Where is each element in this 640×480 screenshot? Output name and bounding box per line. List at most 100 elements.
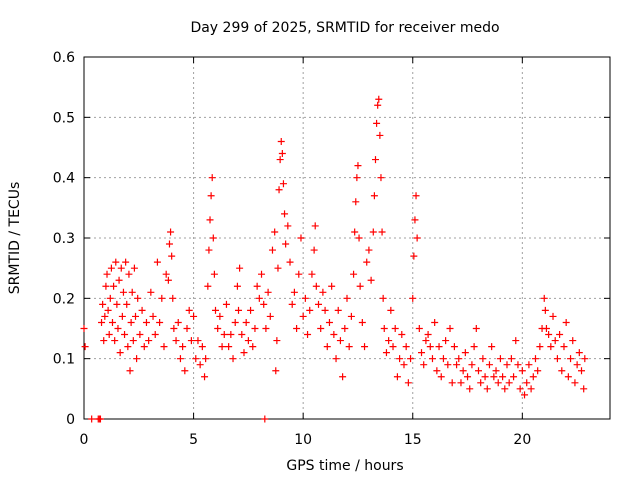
data-point xyxy=(575,349,583,357)
data-point xyxy=(216,312,224,320)
data-point xyxy=(181,367,189,375)
data-point xyxy=(564,373,572,381)
data-point xyxy=(222,300,230,308)
data-point xyxy=(363,258,371,266)
data-point xyxy=(481,373,489,381)
data-point xyxy=(558,367,566,375)
data-point xyxy=(127,318,135,326)
data-point xyxy=(274,264,282,272)
data-point xyxy=(271,228,279,236)
data-point xyxy=(179,343,187,351)
data-point xyxy=(210,270,218,278)
data-point xyxy=(529,373,537,381)
data-point xyxy=(156,318,164,326)
data-point xyxy=(545,331,553,339)
data-point xyxy=(374,101,382,109)
data-point xyxy=(145,337,153,345)
data-point xyxy=(80,325,88,332)
data-point xyxy=(123,300,131,308)
data-point xyxy=(350,270,358,278)
data-point xyxy=(477,379,485,387)
data-point xyxy=(475,367,482,375)
data-point xyxy=(541,306,549,314)
data-point xyxy=(437,373,445,381)
data-point xyxy=(235,306,243,314)
data-point xyxy=(124,343,132,351)
data-point xyxy=(356,282,364,290)
data-point xyxy=(424,331,432,339)
data-point xyxy=(151,331,159,339)
data-point xyxy=(290,288,298,296)
data-point xyxy=(132,312,140,320)
data-point xyxy=(385,337,393,345)
data-point xyxy=(160,343,168,351)
data-point xyxy=(172,337,180,345)
data-point xyxy=(379,294,387,302)
y-tick-label: 0.2 xyxy=(53,291,75,307)
data-point xyxy=(369,228,377,236)
data-point xyxy=(370,192,378,200)
data-point xyxy=(122,258,130,266)
data-point xyxy=(488,343,496,351)
data-point xyxy=(255,294,263,302)
data-point xyxy=(540,294,548,302)
data-point xyxy=(485,361,493,369)
data-point xyxy=(351,228,359,236)
data-point xyxy=(229,355,237,363)
data-point xyxy=(380,325,388,332)
data-point xyxy=(297,234,305,242)
data-point xyxy=(549,312,557,320)
data-point xyxy=(547,343,555,351)
data-point xyxy=(227,331,235,339)
data-point xyxy=(104,306,112,314)
data-point xyxy=(505,379,513,387)
data-point xyxy=(301,294,309,302)
data-point xyxy=(371,156,379,164)
data-point xyxy=(398,331,406,339)
data-point xyxy=(133,355,141,363)
data-point xyxy=(377,174,385,182)
data-point xyxy=(101,312,109,320)
data-point xyxy=(581,355,589,363)
data-point xyxy=(202,355,210,363)
data-point xyxy=(103,270,111,278)
data-point xyxy=(185,306,193,314)
x-tick-label: 15 xyxy=(404,432,422,448)
data-point xyxy=(183,325,191,332)
data-point xyxy=(361,343,369,351)
data-point xyxy=(404,379,412,387)
data-point xyxy=(332,355,340,363)
data-point xyxy=(260,300,268,308)
data-point xyxy=(455,355,463,363)
data-point xyxy=(578,367,586,375)
data-point xyxy=(328,282,336,290)
data-point xyxy=(400,361,408,369)
data-point xyxy=(115,276,123,284)
data-point xyxy=(240,349,248,357)
data-point xyxy=(288,300,296,308)
data-point xyxy=(527,385,535,393)
y-tick-label: 0.3 xyxy=(53,231,75,247)
data-point xyxy=(433,367,441,375)
data-point xyxy=(214,325,222,332)
data-point xyxy=(268,246,276,254)
data-point xyxy=(165,240,173,248)
y-tick-label: 0.1 xyxy=(53,352,75,368)
data-point xyxy=(336,337,344,345)
data-point xyxy=(129,337,137,345)
data-point xyxy=(325,318,333,326)
data-point xyxy=(116,349,124,357)
y-axis-label: SRMTID / TECUs xyxy=(7,182,23,295)
data-point xyxy=(580,385,588,393)
data-point xyxy=(231,318,239,326)
data-point xyxy=(218,343,226,351)
data-point xyxy=(201,373,209,381)
data-point xyxy=(444,361,452,369)
data-point xyxy=(396,355,404,363)
data-point xyxy=(479,355,487,363)
data-point xyxy=(375,95,383,103)
data-point xyxy=(402,343,410,351)
data-point xyxy=(168,252,176,260)
data-point xyxy=(244,337,252,345)
data-point xyxy=(126,367,134,375)
